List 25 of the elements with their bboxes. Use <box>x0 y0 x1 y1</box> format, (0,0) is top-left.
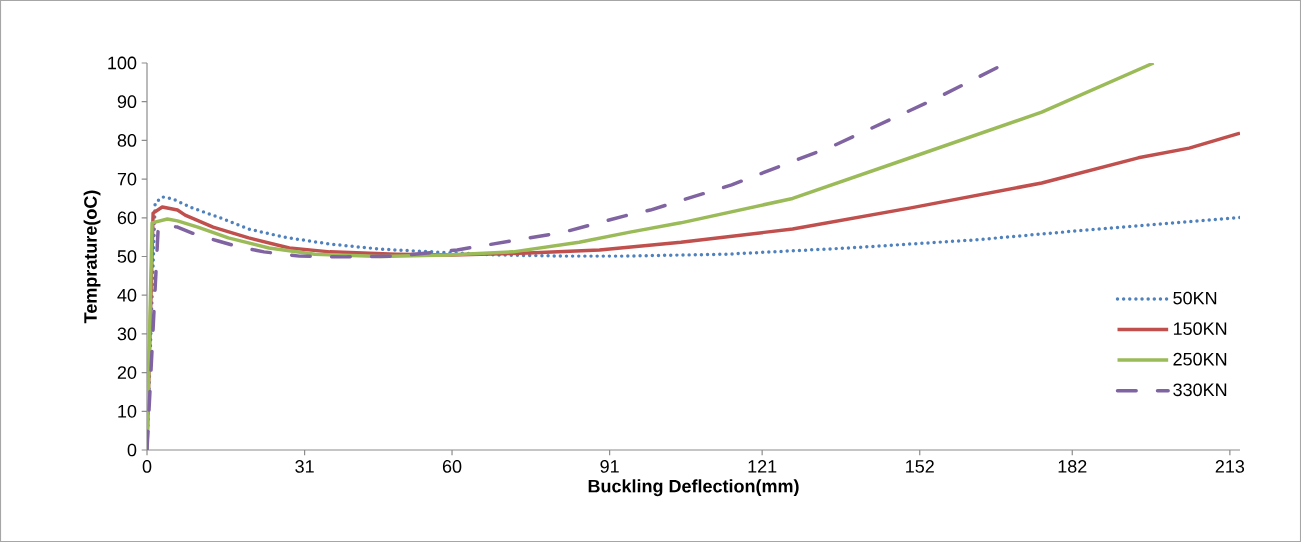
x-tick-label: 31 <box>295 460 314 473</box>
x-tick-label: 0 <box>142 460 152 473</box>
y-axis-title: Temprature(oC) <box>83 190 101 324</box>
y-tick-label: 0 <box>127 443 137 457</box>
y-tick-label: 20 <box>117 366 137 379</box>
y-tick-label: 100 <box>108 56 137 70</box>
legend-label: 330KN <box>1173 383 1227 397</box>
y-tick-label: 70 <box>117 172 137 186</box>
x-tick-label: 121 <box>748 460 777 473</box>
x-tick-label: 60 <box>442 460 462 473</box>
x-tick-label: 91 <box>600 460 619 473</box>
legend-label: 250KN <box>1173 352 1227 366</box>
legend-label: 50KN <box>1173 291 1217 305</box>
y-tick-label: 10 <box>118 404 137 418</box>
x-tick-label: 182 <box>1058 460 1087 473</box>
legend-label: 150KN <box>1173 322 1227 335</box>
y-tick-label: 60 <box>117 211 137 225</box>
x-axis-title: Buckling Deflection(mm) <box>588 479 799 497</box>
y-tick-label: 90 <box>117 95 137 109</box>
x-tick-label: 152 <box>906 460 934 473</box>
y-tick-label: 80 <box>117 134 137 147</box>
y-tick-label: 30 <box>117 327 137 341</box>
y-tick-label: 40 <box>117 288 137 302</box>
x-tick-label: 213 <box>1215 460 1245 473</box>
y-tick-label: 50 <box>117 250 137 263</box>
